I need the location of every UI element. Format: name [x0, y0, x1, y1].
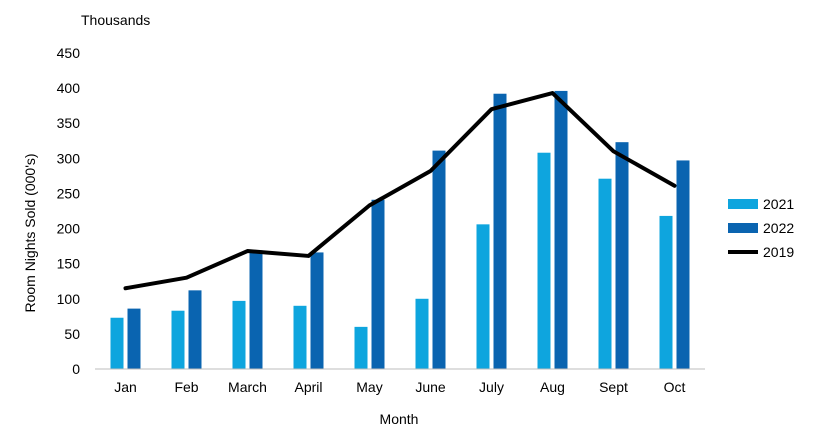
bar-2021-aug	[537, 152, 551, 369]
x-tick-label: May	[356, 379, 382, 395]
y-axis-title: Room Nights Sold (000's)	[22, 153, 38, 312]
y-tick-label: 150	[57, 256, 81, 272]
unit-label: Thousands	[81, 12, 150, 28]
x-tick-label: April	[294, 379, 322, 395]
y-tick-label: 450	[57, 45, 81, 61]
bar-2022-may	[371, 199, 385, 369]
bar-2021-june	[415, 298, 429, 369]
x-tick-label: July	[479, 379, 504, 395]
x-tick-label: June	[415, 379, 446, 395]
legend: 2021 2022 2019	[728, 196, 794, 260]
bar-2021-jan	[110, 317, 124, 369]
line-series-2019	[123, 91, 677, 291]
legend-swatch-2021	[728, 199, 758, 209]
x-tick-label: March	[228, 379, 267, 395]
bar-2022-jan	[127, 308, 141, 369]
y-axis-ticks: 0 50 100 150 200 250 300 350 400 450	[57, 45, 81, 377]
bars-group	[110, 90, 690, 370]
y-tick-label: 300	[57, 150, 81, 166]
line-series-group	[123, 91, 677, 291]
y-tick-label: 0	[72, 361, 80, 377]
bar-2022-july	[493, 93, 507, 370]
bar-2021-sept	[598, 178, 612, 369]
x-axis-title: Month	[380, 411, 419, 427]
y-tick-label: 200	[57, 221, 81, 237]
bar-2022-oct	[676, 160, 690, 369]
legend-swatch-2022	[728, 223, 758, 233]
bar-2021-may	[354, 326, 368, 369]
bar-2021-march	[232, 300, 246, 369]
bar-2022-feb	[188, 290, 202, 369]
x-tick-label: Jan	[114, 379, 137, 395]
bar-2022-aug	[554, 90, 568, 370]
y-tick-label: 100	[57, 291, 81, 307]
x-tick-label: Sept	[599, 379, 628, 395]
bar-2021-oct	[659, 215, 673, 369]
y-tick-label: 350	[57, 115, 81, 131]
bar-2022-june	[432, 150, 446, 369]
x-tick-label: Aug	[540, 379, 565, 395]
legend-label-2022: 2022	[763, 220, 794, 236]
bar-2021-april	[293, 305, 307, 369]
legend-label-2021: 2021	[763, 196, 794, 212]
bar-2022-sept	[615, 142, 629, 369]
bar-2022-march	[249, 250, 263, 369]
bar-2021-july	[476, 224, 490, 369]
x-tick-label: Oct	[664, 379, 686, 395]
y-tick-label: 250	[57, 185, 81, 201]
y-tick-label: 50	[64, 326, 80, 342]
bar-2021-feb	[171, 310, 185, 369]
x-axis-ticks: Jan Feb March April May June July Aug Sept Oct	[114, 379, 685, 395]
y-tick-label: 400	[57, 80, 81, 96]
legend-label-2019: 2019	[763, 244, 794, 260]
x-tick-label: Feb	[174, 379, 198, 395]
bar-2022-april	[310, 252, 324, 369]
